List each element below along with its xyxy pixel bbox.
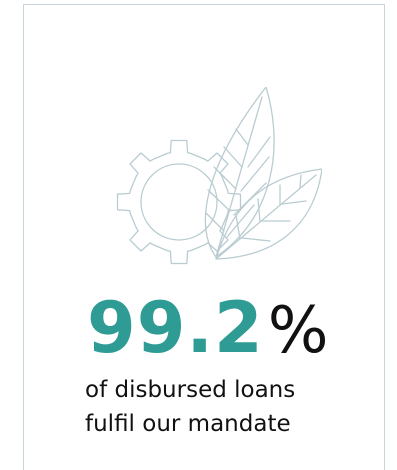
gear-leaves-illustration [116,87,322,265]
stat-caption: of disbursed loans fulfil our mandate [85,373,385,441]
caption-line-1: of disbursed loans [85,377,296,403]
stat-value: 99.2 [87,287,264,369]
stat-unit: % [267,294,329,368]
stat-card: 99.2 % of disbursed loans fulfil our man… [23,4,385,470]
leaf-icon [204,87,322,260]
caption-line-2: fulfil our mandate [85,411,291,437]
gear-icon [116,139,242,265]
stat-figure: 99.2 % [87,281,329,376]
